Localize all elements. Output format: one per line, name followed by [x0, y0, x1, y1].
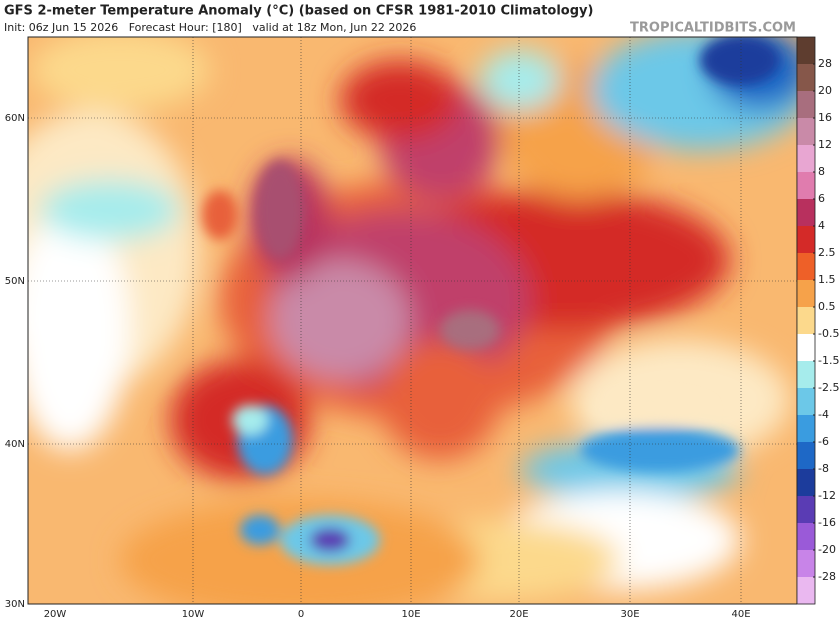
colorbar-segment [797, 496, 815, 524]
colorbar-segment [797, 199, 815, 227]
colorbar: 28 20 16 12 8 6 4 2.5 1.5 0.5 -0.5 -1.5 -2.5 -4 -6 -8 -1… [796, 36, 839, 605]
colorbar-segment [797, 37, 815, 65]
colorbar-frame [796, 36, 816, 605]
lat-label: 50N [5, 276, 25, 287]
lat-label: 30N [5, 599, 25, 610]
lon-label: 20E [509, 609, 528, 620]
colorbar-segment [797, 226, 815, 254]
colorbar-segment [797, 469, 815, 497]
colorbar-label: -4 [818, 408, 829, 421]
lat-label: 60N [5, 113, 25, 124]
colorbar-label: 2.5 [818, 246, 836, 259]
colorbar-segment [797, 442, 815, 470]
colorbar-label: -0.5 [818, 327, 839, 340]
colorbar-segment [797, 577, 815, 605]
colorbar-segment [797, 145, 815, 173]
graticule [28, 37, 797, 604]
colorbar-segment [797, 91, 815, 119]
colorbar-label: 8 [818, 165, 825, 178]
colorbar-label: -8 [818, 462, 829, 475]
colorbar-label: 1.5 [818, 273, 836, 286]
colorbar-label: 28 [818, 57, 832, 70]
colorbar-label: -12 [818, 489, 836, 502]
lon-label: 10E [401, 609, 420, 620]
colorbar-label: 12 [818, 138, 832, 151]
colorbar-label: -2.5 [818, 381, 839, 394]
colorbar-segment [797, 118, 815, 146]
colorbar-segment [797, 253, 815, 281]
anomaly-field [28, 37, 797, 604]
colorbar-segment [797, 361, 815, 389]
lon-label: 0 [298, 609, 304, 620]
lat-label: 40N [5, 439, 25, 450]
colorbar-segment [797, 307, 815, 335]
colorbar-label: 20 [818, 84, 832, 97]
colorbar-segment [797, 415, 815, 443]
colorbar-segment [797, 334, 815, 362]
colorbar-label: -1.5 [818, 354, 839, 367]
subtitle: Init: 06z Jun 15 2026 Forecast Hour: [18… [4, 21, 416, 34]
colorbar-segment [797, 64, 815, 92]
lon-label: 30E [620, 609, 639, 620]
colorbar-label: -20 [818, 543, 836, 556]
colorbar-label: 6 [818, 192, 825, 205]
colorbar-label: 16 [818, 111, 832, 124]
lon-label: 20W [44, 609, 67, 620]
colorbar-segment [797, 550, 815, 578]
colorbar-segment [797, 172, 815, 200]
colorbar-label: 4 [818, 219, 825, 232]
colorbar-label: 0.5 [818, 300, 836, 313]
title: GFS 2-meter Temperature Anomaly (°C) (ba… [4, 4, 593, 19]
colorbar-segment [797, 523, 815, 551]
axes: 60N 50N 40N 30N 20W 10W 0 10E 20E 30E 40E [5, 113, 751, 620]
colorbar-segment [797, 388, 815, 416]
lon-label: 10W [182, 609, 205, 620]
lon-label: 40E [731, 609, 750, 620]
watermark: TROPICALTIDBITS.COM [630, 21, 796, 36]
colorbar-segment [797, 280, 815, 308]
colorbar-label: -6 [818, 435, 829, 448]
colorbar-label: -16 [818, 516, 836, 529]
colorbar-label: -28 [818, 570, 836, 583]
